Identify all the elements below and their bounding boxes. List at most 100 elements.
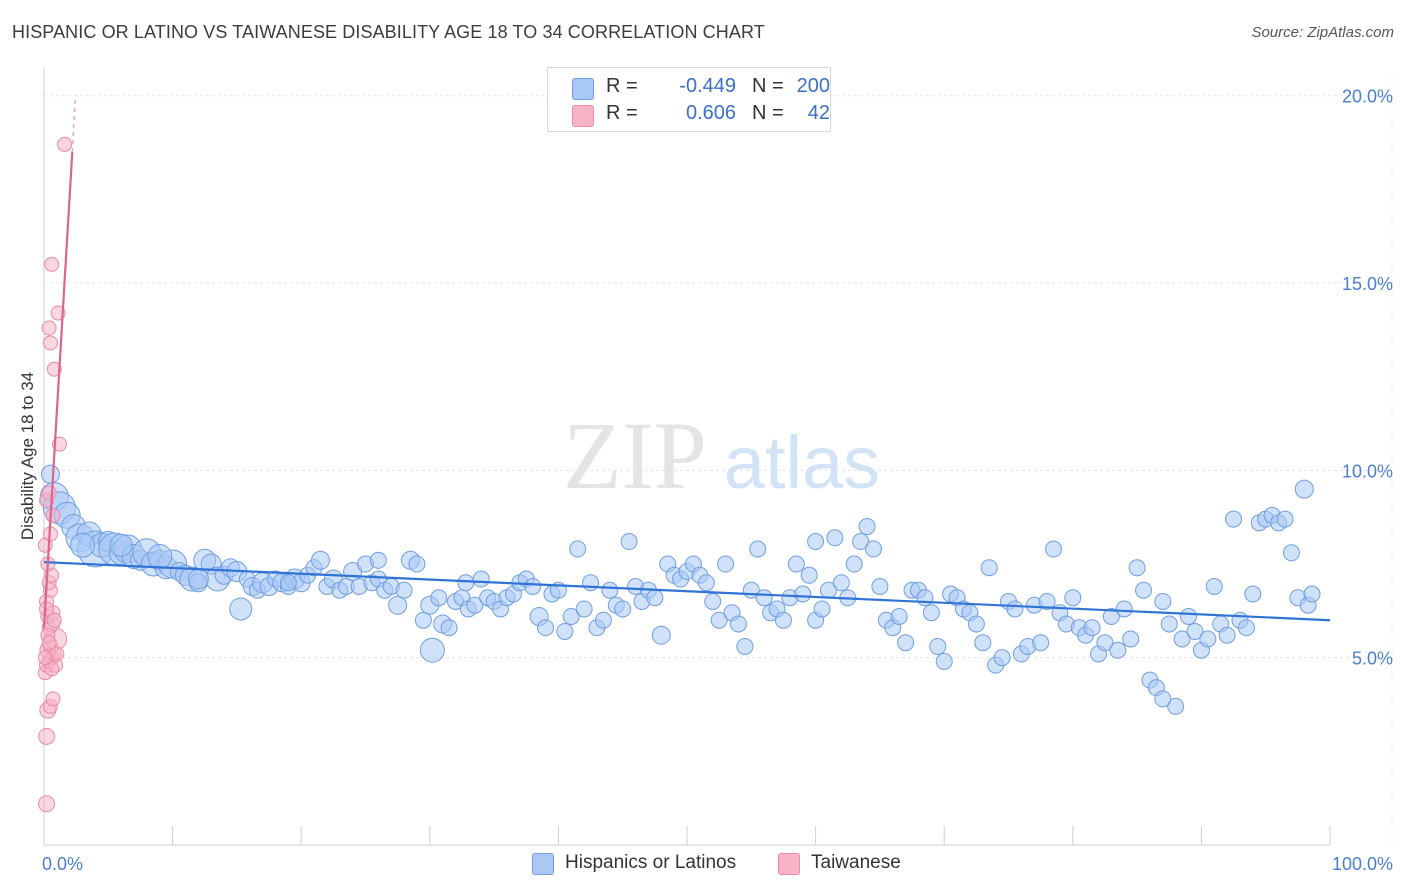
legend-r-value: 0.606	[685, 102, 736, 124]
y-tick-label: 20.0%	[1342, 87, 1393, 107]
data-point	[395, 581, 413, 599]
data-point	[582, 574, 600, 592]
data-point	[147, 544, 173, 570]
data-point	[1045, 540, 1063, 558]
trend-line	[43, 561, 1331, 622]
data-point	[774, 611, 792, 629]
legend-r-value: -0.449	[679, 75, 736, 97]
data-point	[1173, 630, 1191, 648]
data-point	[44, 256, 60, 272]
data-point	[1205, 578, 1223, 596]
data-point	[187, 568, 209, 590]
data-point	[39, 601, 55, 617]
data-point	[852, 533, 870, 551]
data-point	[736, 637, 754, 655]
data-point	[41, 485, 57, 501]
data-point	[651, 625, 671, 645]
data-point	[38, 727, 56, 745]
data-point	[575, 600, 593, 618]
data-point	[1032, 634, 1050, 652]
legend-swatch-hispanics	[572, 78, 594, 100]
watermark: ZIP atlas	[563, 402, 880, 509]
y-tick-label: 10.0%	[1342, 461, 1393, 481]
data-point	[1083, 619, 1101, 637]
correlation-legend: R = -0.449 N = 200 R = 0.606 N = 42	[547, 67, 831, 132]
data-point	[1276, 510, 1294, 528]
data-point	[787, 555, 805, 573]
legend-label-taiwanese: Taiwanese	[811, 852, 901, 873]
data-point	[614, 600, 632, 618]
tick-labels: 5.0% 10.0% 15.0% 20.0% 0.0% 100.0%	[42, 87, 1393, 874]
data-point	[440, 619, 458, 637]
data-point	[1102, 607, 1120, 625]
data-point	[993, 649, 1011, 667]
legend-n-label: N =	[752, 75, 784, 97]
data-point	[646, 589, 664, 607]
trend-line-extension	[71, 95, 77, 152]
data-point	[704, 592, 722, 610]
data-point	[1282, 544, 1300, 562]
data-point	[556, 622, 574, 640]
data-point	[1064, 589, 1082, 607]
data-point	[457, 574, 475, 592]
chart-title: HISPANIC OR LATINO VS TAIWANESE DISABILI…	[12, 22, 765, 42]
data-point	[807, 533, 825, 551]
data-point	[935, 652, 953, 670]
data-point	[826, 529, 844, 547]
legend-swatch-taiwanese	[778, 853, 800, 875]
data-point	[601, 581, 619, 599]
data-point	[419, 637, 445, 663]
data-point	[980, 559, 998, 577]
data-point	[749, 540, 767, 558]
data-point	[922, 604, 940, 622]
data-point	[1225, 510, 1243, 528]
data-point	[1160, 615, 1178, 633]
data-point	[44, 661, 60, 677]
data-point	[279, 574, 297, 592]
data-point	[717, 555, 735, 573]
grid-lines	[44, 77, 1393, 845]
data-point	[45, 691, 61, 707]
data-point	[710, 611, 728, 629]
legend-label-hispanics: Hispanics or Latinos	[565, 852, 737, 873]
data-point	[974, 634, 992, 652]
x-tick-label-min: 0.0%	[42, 854, 83, 874]
data-point	[1006, 600, 1024, 618]
legend-swatch-taiwanese	[572, 105, 594, 127]
data-point	[594, 611, 612, 629]
legend-n-label: N =	[752, 102, 784, 124]
data-point	[1122, 630, 1140, 648]
data-point	[1154, 592, 1172, 610]
data-point	[408, 555, 426, 573]
data-point	[1167, 697, 1185, 715]
source-credit: Source: ZipAtlas.com	[1251, 24, 1394, 41]
data-point	[40, 464, 60, 484]
data-point	[1038, 592, 1056, 610]
legend-swatch-hispanics	[532, 853, 554, 875]
y-tick-label: 5.0%	[1352, 649, 1393, 669]
data-point	[1154, 690, 1172, 708]
data-point	[1303, 585, 1321, 603]
data-point	[1180, 607, 1198, 625]
data-point	[1128, 559, 1146, 577]
data-point	[1135, 581, 1153, 599]
data-point	[800, 566, 818, 584]
data-point	[466, 596, 484, 614]
data-point	[37, 650, 53, 666]
data-point	[229, 597, 253, 621]
data-point	[890, 607, 908, 625]
watermark-zip: ZIP	[563, 402, 707, 509]
x-tick-label-max: 100.0%	[1332, 854, 1393, 874]
data-point	[45, 507, 61, 523]
data-point	[845, 555, 863, 573]
watermark-atlas: atlas	[724, 421, 880, 504]
data-point	[1199, 630, 1217, 648]
data-point	[916, 589, 934, 607]
data-point	[369, 551, 387, 569]
data-point	[472, 570, 490, 588]
trend-line	[42, 151, 74, 628]
data-point	[929, 637, 947, 655]
data-point	[794, 585, 812, 603]
data-point	[871, 578, 889, 596]
